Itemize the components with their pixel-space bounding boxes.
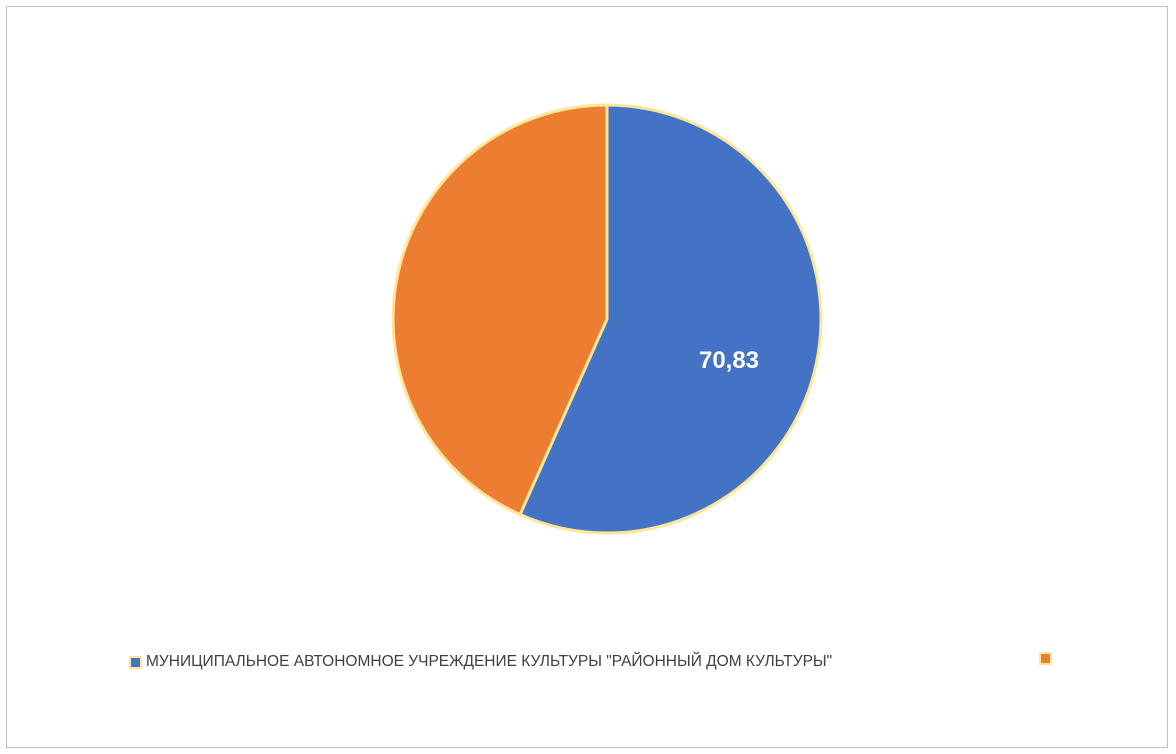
pie-slice-1 bbox=[518, 103, 823, 535]
legend-item-1: МУНИЦИПАЛЬНОЕ АВТОНОМНОЕ УЧРЕЖДЕНИЕ КУЛЬ… bbox=[129, 652, 832, 672]
legend: МУНИЦИПАЛЬНОЕ АВТОНОМНОЕ УЧРЕЖДЕНИЕ КУЛЬ… bbox=[125, 652, 1065, 676]
pie-slice-2 bbox=[391, 103, 609, 517]
legend-swatch-1 bbox=[129, 655, 142, 669]
legend-label-1: МУНИЦИПАЛЬНОЕ АВТОНОМНОЕ УЧРЕЖДЕНИЕ КУЛЬ… bbox=[146, 653, 833, 670]
pie-chart: 70,83 bbox=[391, 103, 823, 535]
legend-swatch-2 bbox=[1039, 652, 1052, 665]
chart-area: 70,83 МУНИЦИПАЛЬНОЕ АВТОНОМНОЕ УЧРЕЖДЕНИ… bbox=[6, 6, 1168, 748]
legend-item-2 bbox=[1039, 652, 1056, 665]
pie-slices bbox=[391, 103, 823, 535]
slice-data-label-1: 70,83 bbox=[699, 347, 759, 374]
